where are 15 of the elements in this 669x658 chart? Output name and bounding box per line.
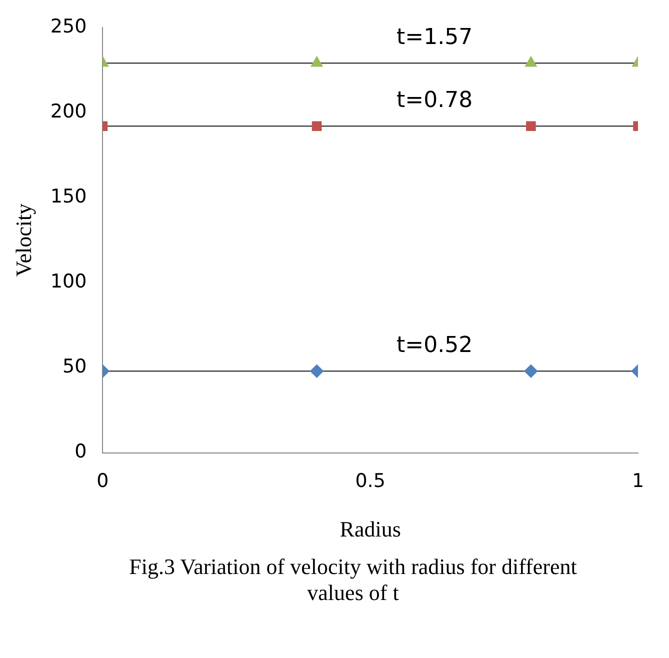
series-label: t=1.57 [396,24,473,50]
y-tick-label: 50 [62,356,87,378]
y-tick-label: 200 [50,100,87,122]
y-tick-label: 100 [50,270,87,293]
caption: Fig.3 Variation of velocity with radius for different values of t [128,554,578,606]
x-tick-label: 1 [632,470,644,492]
y-tick-label: 0 [74,440,87,463]
series-label: t=0.78 [396,88,473,113]
y-tick-label: 250 [50,15,87,38]
x-tick-label: 0.5 [355,470,386,492]
x-tick-label: 0 [96,470,109,492]
x-axis-title: Radius [340,516,401,542]
y-axis-title: Velocity [10,203,36,277]
series-label: t=0.52 [396,332,473,358]
y-tick-label: 150 [50,185,87,208]
